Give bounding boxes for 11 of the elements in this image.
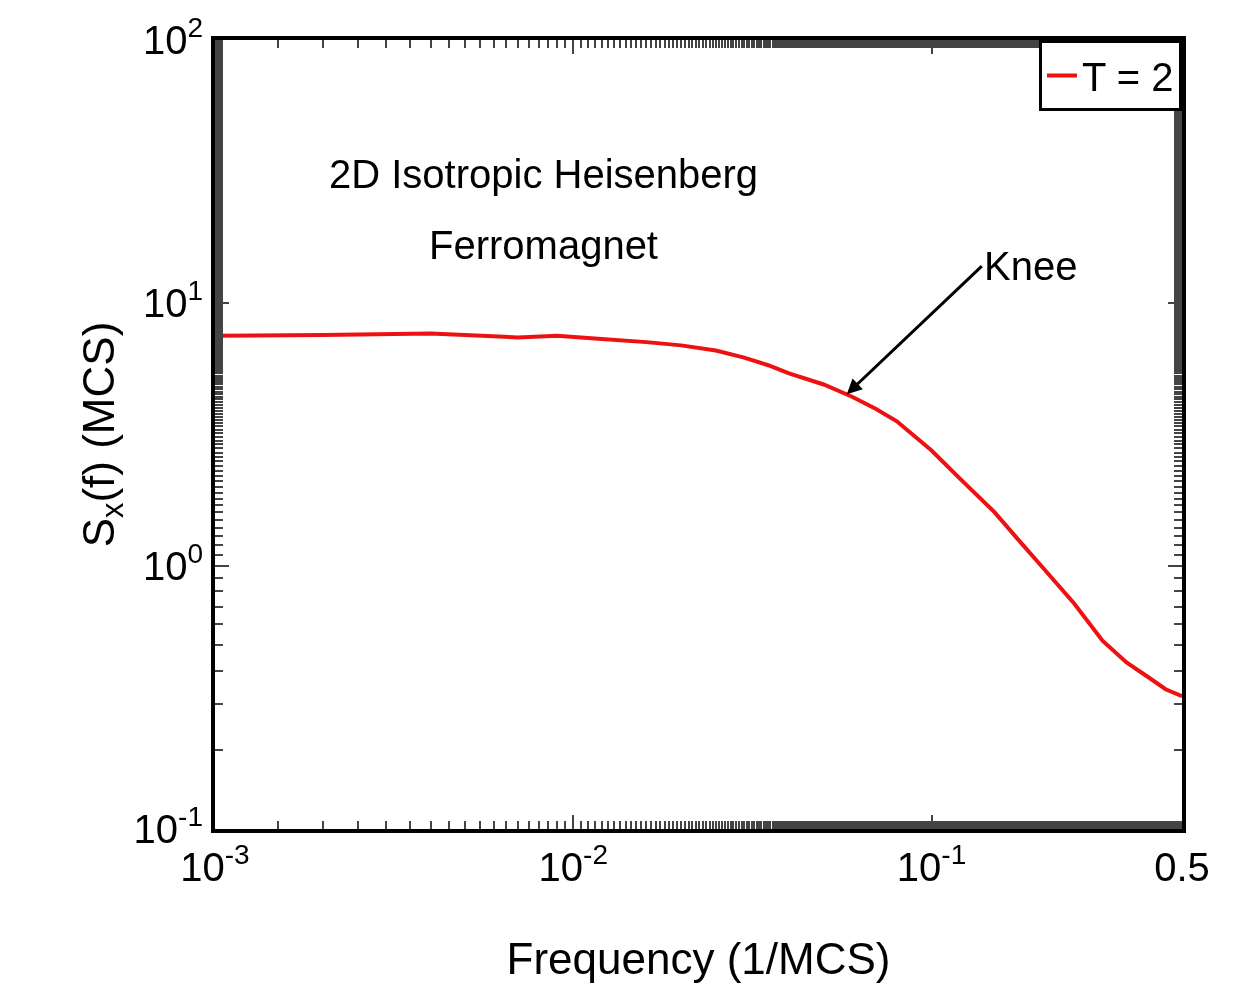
annotation: Ferromagnet: [429, 223, 658, 267]
legend-label: T = 2: [1082, 55, 1174, 100]
x-tick-label: 10$^{-1}$: [896, 839, 967, 889]
y-tick-label: 10$^{2}$: [142, 12, 203, 62]
annotation: Knee: [984, 244, 1078, 288]
annotation: 2D Isotropic Heisenberg: [329, 152, 759, 196]
y-tick-label: 10$^{0}$: [142, 538, 203, 588]
x-tick-label: 10$^{-2}$: [538, 839, 608, 889]
x-tick-label: 0.5: [1154, 845, 1210, 889]
y-tick-label: 10$^{1}$: [142, 275, 203, 325]
x-axis-title: Frequency (1/MCS): [506, 934, 891, 983]
